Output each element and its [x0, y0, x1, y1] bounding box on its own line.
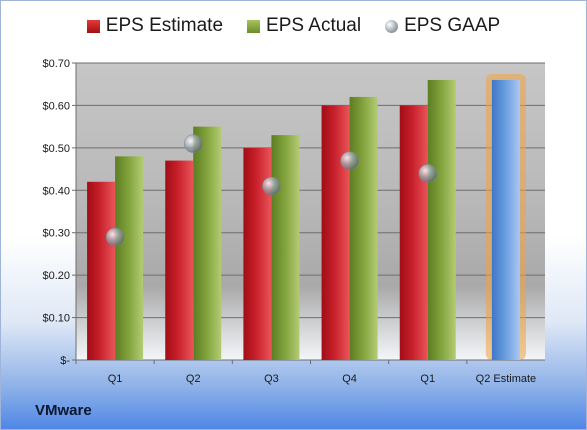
point-eps-gaap — [105, 227, 125, 247]
legend-label-estimate: EPS Estimate — [105, 15, 224, 36]
bar-eps-estimate — [165, 160, 194, 360]
bar-eps-actual — [271, 135, 300, 360]
legend-label-gaap: EPS GAAP — [404, 15, 501, 36]
company-name: VMware — [35, 402, 92, 419]
x-tick-label: Q4 — [342, 373, 357, 385]
bar-eps-actual — [349, 96, 378, 360]
x-tick-label: Q2 — [186, 373, 201, 385]
legend-label-actual: EPS Actual — [266, 15, 362, 36]
bar-eps-estimate — [399, 105, 428, 360]
bar-future-estimate — [491, 79, 520, 360]
bar-eps-estimate — [87, 181, 116, 360]
y-tick-label: $- — [60, 355, 70, 367]
bar-eps-actual — [115, 156, 144, 360]
legend: EPS Estimate EPS Actual EPS GAAP — [1, 15, 586, 37]
point-eps-gaap — [262, 176, 281, 196]
point-eps-gaap — [184, 134, 203, 153]
legend-item-gaap: EPS GAAP — [385, 15, 500, 37]
legend-swatch-gaap — [385, 19, 399, 33]
bar-eps-actual — [193, 126, 222, 361]
bar-eps-estimate — [321, 105, 350, 360]
y-tick-label: $0.60 — [42, 100, 70, 112]
point-eps-gaap — [340, 151, 359, 170]
y-tick-label: $0.70 — [42, 58, 70, 70]
y-tick-label: $0.40 — [42, 185, 70, 197]
y-tick-label: $0.20 — [42, 270, 70, 282]
point-eps-gaap — [418, 164, 437, 183]
legend-swatch-actual — [247, 19, 261, 33]
y-tick-label: $0.10 — [42, 313, 70, 325]
y-tick-label: $0.50 — [42, 143, 70, 155]
legend-item-actual: EPS Actual — [247, 15, 361, 37]
x-tick-label: Q1 — [420, 373, 435, 385]
plot-area — [76, 63, 545, 360]
x-tick-label: Q1 — [108, 373, 123, 385]
x-tick-label: Q2 Estimate — [476, 373, 537, 385]
legend-swatch-estimate — [86, 19, 100, 33]
legend-item-estimate: EPS Estimate — [86, 15, 224, 37]
x-tick-label: Q3 — [264, 373, 279, 385]
y-tick-label: $0.30 — [42, 228, 70, 240]
bar-eps-actual — [427, 79, 456, 360]
